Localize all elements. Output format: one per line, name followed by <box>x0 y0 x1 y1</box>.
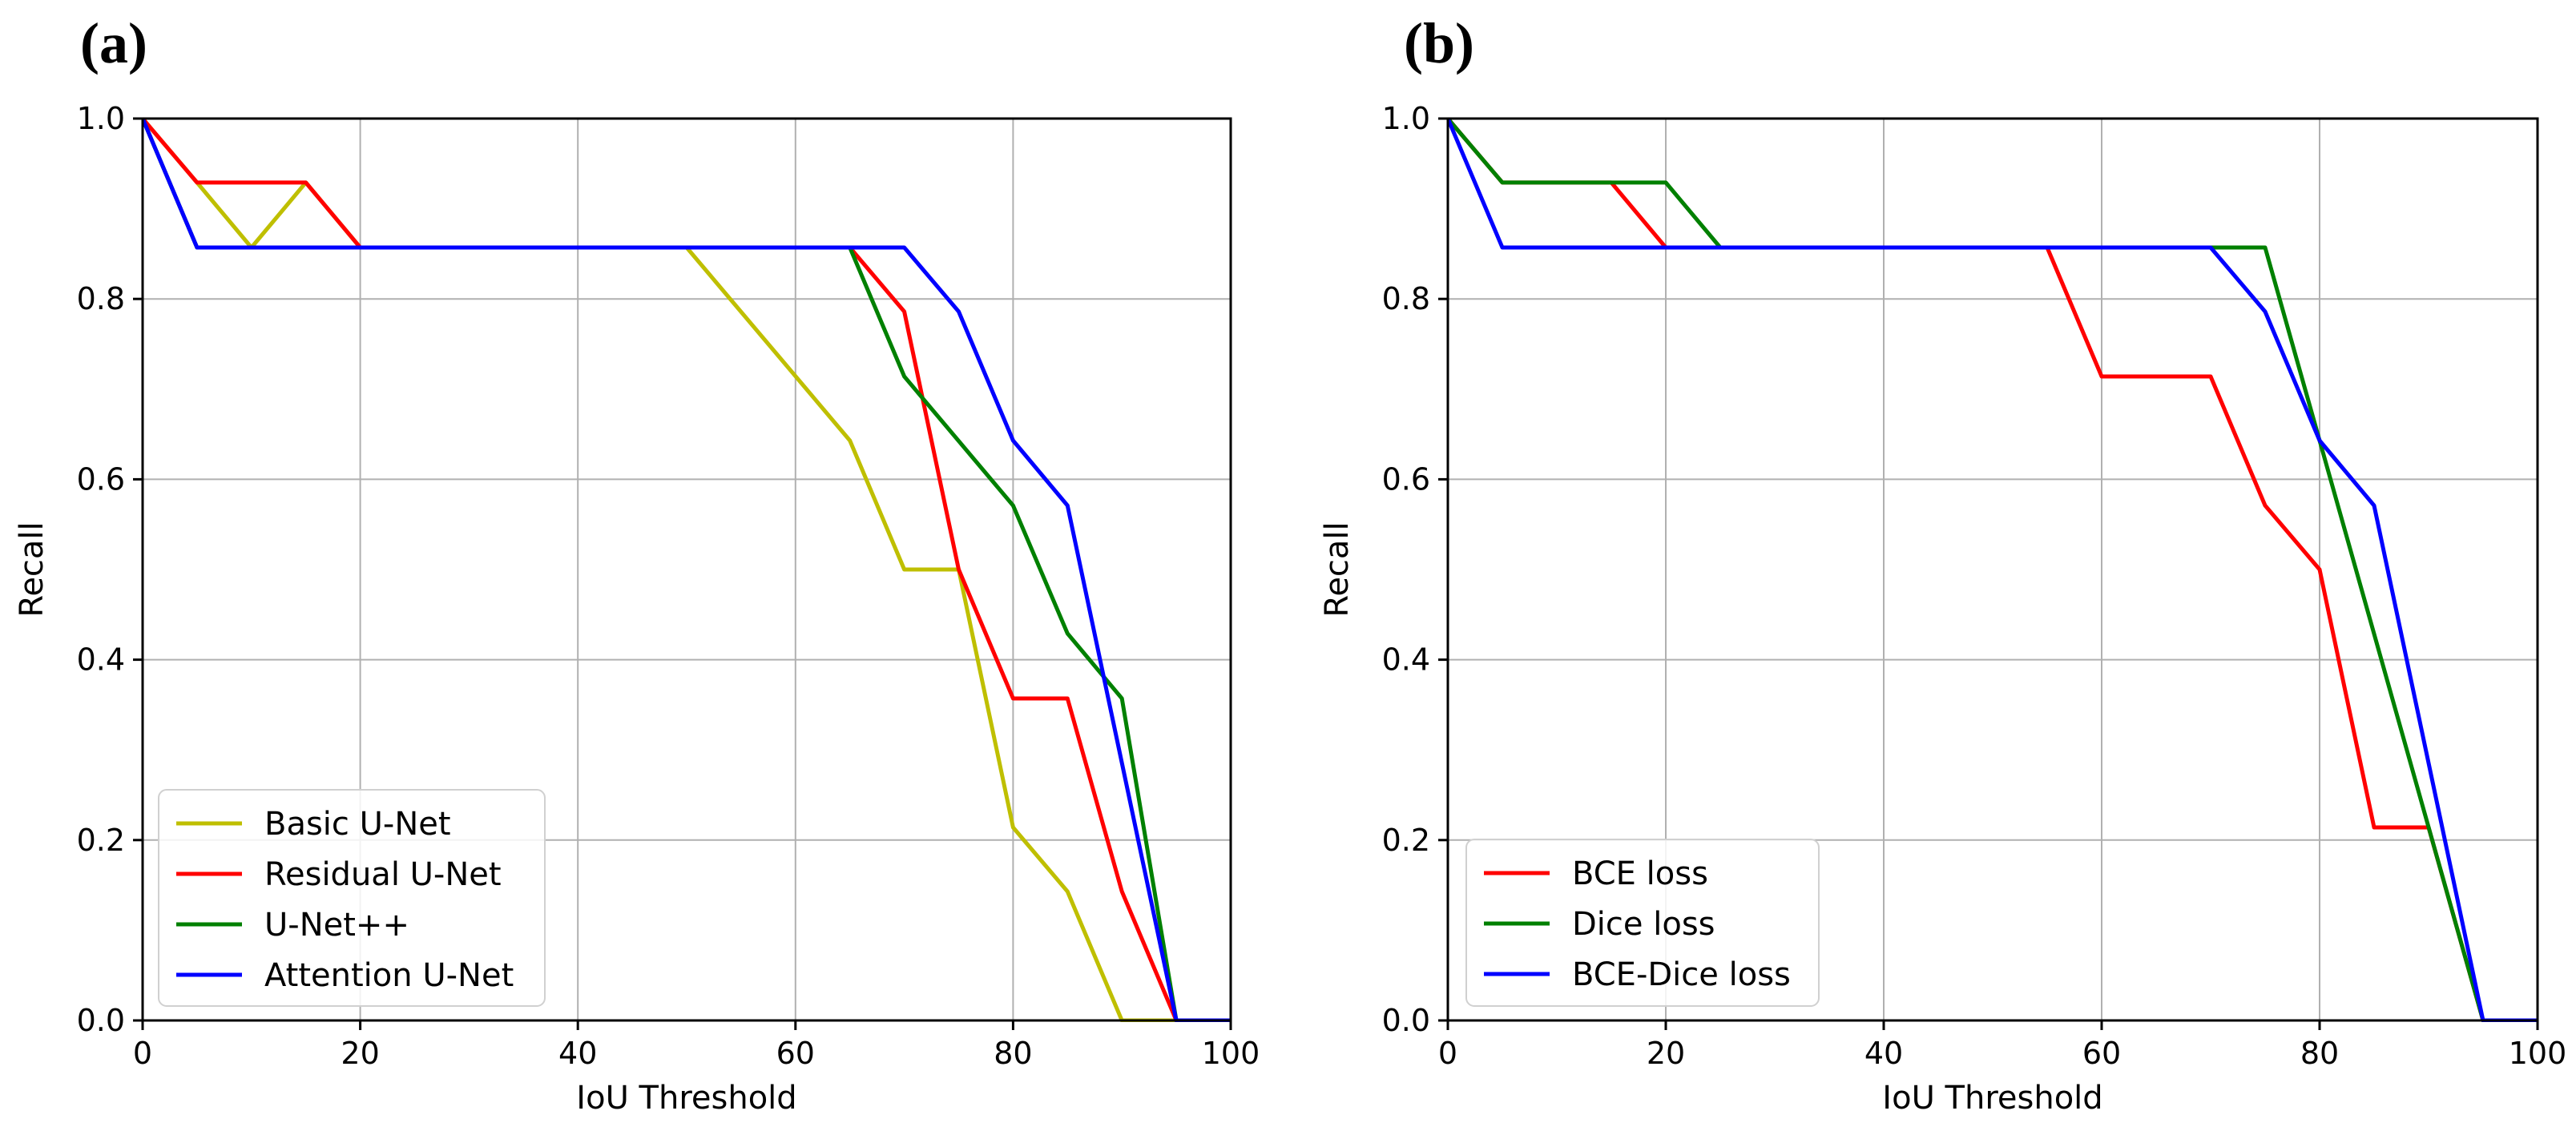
x-axis-label: IoU Threshold <box>1882 1080 2102 1117</box>
chart-panel-2: (b) 0 20 40 60 80 100 0.0 0.2 0.4 0.6 0.8 1.0 IoU Thr… <box>1319 11 2566 1117</box>
y-axis-label: Recall <box>1319 521 1356 617</box>
chart-panel-1: (a) 0 20 40 60 80 100 0.0 0.2 0.4 0.6 0.8 1.0 IoU Thr… <box>14 11 1260 1117</box>
y-axis-label: Recall <box>14 521 50 617</box>
x-axis-label: IoU Threshold <box>576 1080 796 1117</box>
y-tick-label: 0.4 <box>1382 642 1430 678</box>
legend-label: Dice loss <box>1572 906 1715 943</box>
x-tick-label: 100 <box>2509 1036 2567 1071</box>
legend-label: Basic U-Net <box>264 806 451 843</box>
x-tick-label: 60 <box>2082 1036 2121 1071</box>
y-tick-label: 0.2 <box>1382 823 1430 858</box>
legend-label: BCE-Dice loss <box>1572 956 1791 993</box>
x-tick-label: 0 <box>133 1036 152 1071</box>
y-tick-label: 0.0 <box>77 1003 125 1038</box>
legend-label: BCE loss <box>1572 855 1708 892</box>
legend-box <box>158 789 546 1007</box>
x-tick-label: 40 <box>558 1036 597 1071</box>
y-tick-label: 1.0 <box>77 101 125 136</box>
x-tick-label: 60 <box>776 1036 815 1071</box>
y-tick-label: 1.0 <box>1382 101 1430 136</box>
legend-label: Attention U-Net <box>264 957 514 994</box>
legend-box <box>1465 839 1820 1007</box>
y-tick-label: 0.4 <box>77 642 125 678</box>
panel-label: (b) <box>1404 11 1474 75</box>
panel-label: (a) <box>80 11 147 75</box>
legend: BCE loss Dice loss BCE-Dice loss <box>1465 839 1820 1007</box>
x-tick-label: 80 <box>994 1036 1032 1071</box>
x-tick-label: 20 <box>1647 1036 1685 1071</box>
y-tick-label: 0.6 <box>1382 461 1430 497</box>
y-tick-label: 0.0 <box>1382 1003 1430 1038</box>
series-line-3 <box>1448 118 2538 1022</box>
x-tick-label: 40 <box>1864 1036 1903 1071</box>
y-tick-label: 0.6 <box>77 461 125 497</box>
x-tick-label: 20 <box>341 1036 379 1071</box>
x-tick-label: 80 <box>2300 1036 2339 1071</box>
legend-label: U-Net++ <box>264 907 409 944</box>
series-line-2 <box>143 117 1231 1022</box>
legend-label: Residual U-Net <box>264 856 502 893</box>
y-tick-label: 0.2 <box>77 823 125 858</box>
plot-frame <box>141 117 1232 1022</box>
legend: Basic U-Net Residual U-Net U-Net++ Attentio… <box>158 789 546 1007</box>
y-tick-label: 0.8 <box>1382 281 1430 316</box>
y-tick-label: 0.8 <box>77 281 125 316</box>
x-tick-label: 0 <box>1438 1036 1457 1071</box>
series-line-1 <box>143 117 1231 1022</box>
series-line-4 <box>143 118 1231 1022</box>
plot-frame <box>1446 117 2539 1022</box>
x-tick-label: 100 <box>1202 1036 1260 1071</box>
